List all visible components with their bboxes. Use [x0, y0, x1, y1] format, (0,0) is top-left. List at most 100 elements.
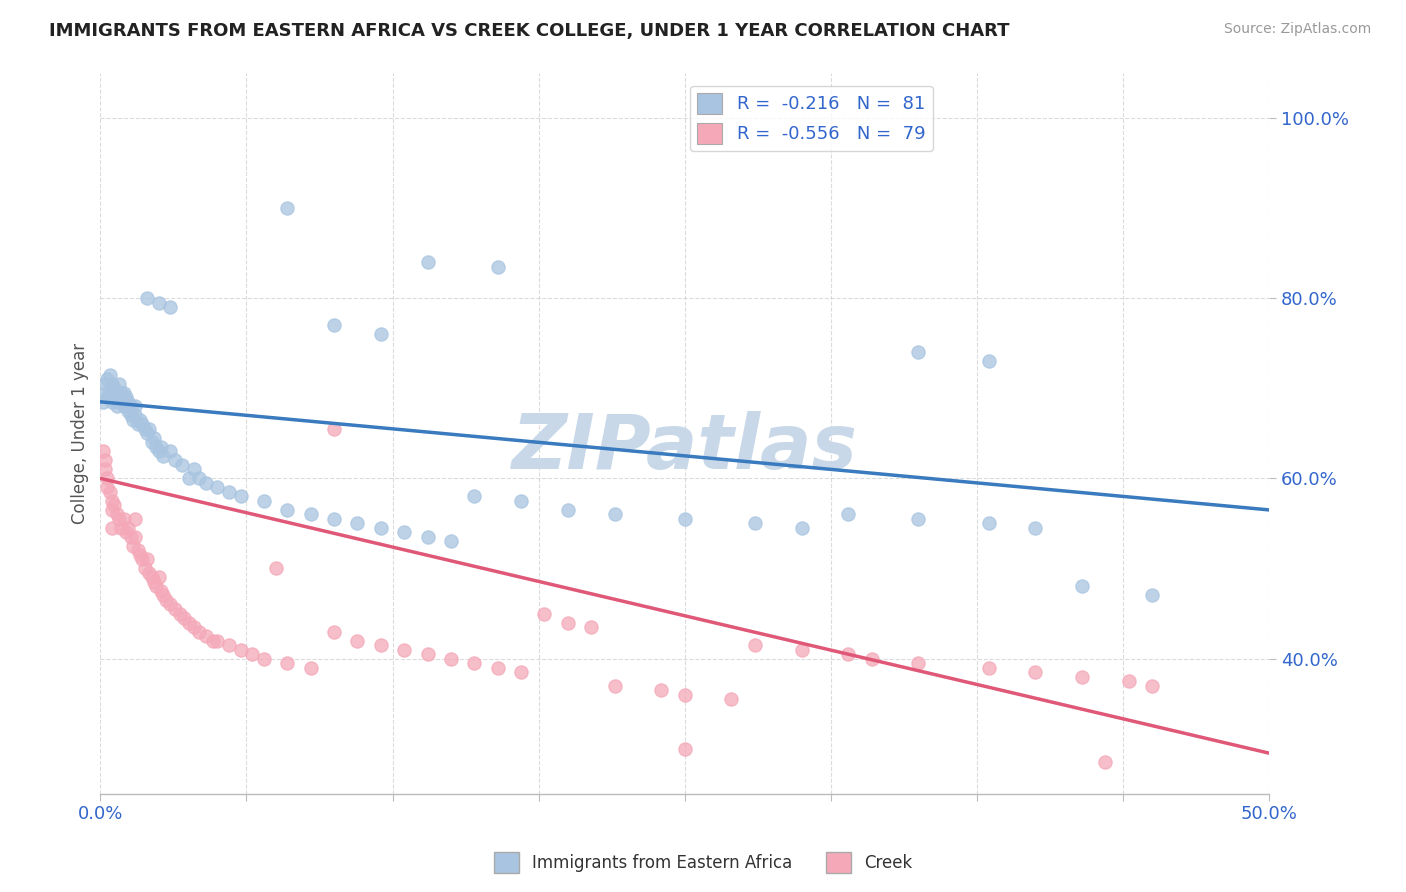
Point: [183, 620, 205, 634]
Point: [150, 584, 173, 599]
Point: [96, 480, 118, 494]
Point: [603, 679, 626, 693]
Point: [416, 530, 439, 544]
Point: [346, 516, 368, 531]
Point: [129, 548, 152, 562]
Point: [744, 638, 766, 652]
Point: [603, 508, 626, 522]
Point: [1071, 669, 1094, 683]
Point: [112, 512, 135, 526]
Point: [138, 422, 160, 436]
Point: [124, 399, 146, 413]
Point: [98, 368, 121, 382]
Point: [150, 440, 173, 454]
Point: [143, 431, 166, 445]
Point: [96, 372, 118, 386]
Point: [370, 327, 392, 342]
Point: [370, 521, 392, 535]
Point: [173, 611, 195, 625]
Point: [159, 444, 181, 458]
Point: [416, 647, 439, 661]
Point: [138, 566, 160, 580]
Point: [183, 462, 205, 476]
Point: [229, 489, 252, 503]
Point: [110, 521, 132, 535]
Point: [134, 561, 156, 575]
Text: IMMIGRANTS FROM EASTERN AFRICA VS CREEK COLLEGE, UNDER 1 YEAR CORRELATION CHART: IMMIGRANTS FROM EASTERN AFRICA VS CREEK …: [49, 22, 1010, 40]
Point: [94, 453, 117, 467]
Point: [112, 399, 135, 413]
Point: [440, 534, 463, 549]
Point: [790, 521, 813, 535]
Point: [120, 409, 142, 423]
Point: [145, 579, 167, 593]
Point: [131, 417, 153, 432]
Point: [94, 462, 117, 476]
Point: [108, 376, 131, 391]
Point: [1118, 674, 1140, 689]
Point: [299, 508, 322, 522]
Point: [148, 444, 170, 458]
Point: [96, 390, 118, 404]
Point: [131, 552, 153, 566]
Point: [392, 525, 415, 540]
Point: [790, 642, 813, 657]
Point: [201, 633, 224, 648]
Text: ZIPatlas: ZIPatlas: [512, 410, 858, 484]
Point: [240, 647, 263, 661]
Y-axis label: College, Under 1 year: College, Under 1 year: [72, 343, 89, 524]
Point: [276, 201, 298, 215]
Point: [122, 413, 145, 427]
Point: [169, 607, 191, 621]
Point: [105, 385, 128, 400]
Point: [165, 602, 187, 616]
Legend: Immigrants from Eastern Africa, Creek: Immigrants from Eastern Africa, Creek: [486, 846, 920, 880]
Point: [673, 512, 696, 526]
Point: [148, 570, 170, 584]
Point: [136, 552, 159, 566]
Point: [837, 647, 859, 661]
Point: [907, 345, 929, 359]
Point: [94, 376, 117, 391]
Point: [253, 651, 276, 665]
Point: [108, 512, 131, 526]
Point: [486, 660, 509, 674]
Point: [124, 530, 146, 544]
Point: [977, 516, 1000, 531]
Point: [533, 607, 555, 621]
Point: [650, 683, 672, 698]
Point: [136, 291, 159, 305]
Point: [744, 516, 766, 531]
Point: [152, 589, 174, 603]
Point: [105, 399, 128, 413]
Point: [323, 422, 346, 436]
Point: [463, 489, 485, 503]
Point: [145, 440, 167, 454]
Point: [101, 521, 124, 535]
Point: [557, 615, 579, 630]
Point: [155, 593, 177, 607]
Point: [1140, 589, 1163, 603]
Point: [837, 508, 859, 522]
Point: [101, 494, 124, 508]
Text: Source: ZipAtlas.com: Source: ZipAtlas.com: [1223, 22, 1371, 37]
Point: [264, 561, 287, 575]
Point: [129, 413, 152, 427]
Point: [141, 435, 163, 450]
Point: [117, 394, 139, 409]
Point: [159, 598, 181, 612]
Point: [557, 503, 579, 517]
Point: [1024, 665, 1046, 679]
Point: [187, 471, 209, 485]
Point: [860, 651, 883, 665]
Point: [134, 422, 156, 436]
Point: [120, 399, 142, 413]
Point: [907, 512, 929, 526]
Point: [112, 385, 135, 400]
Point: [141, 570, 163, 584]
Point: [579, 620, 602, 634]
Point: [136, 426, 159, 441]
Point: [440, 651, 463, 665]
Point: [323, 624, 346, 639]
Point: [94, 385, 117, 400]
